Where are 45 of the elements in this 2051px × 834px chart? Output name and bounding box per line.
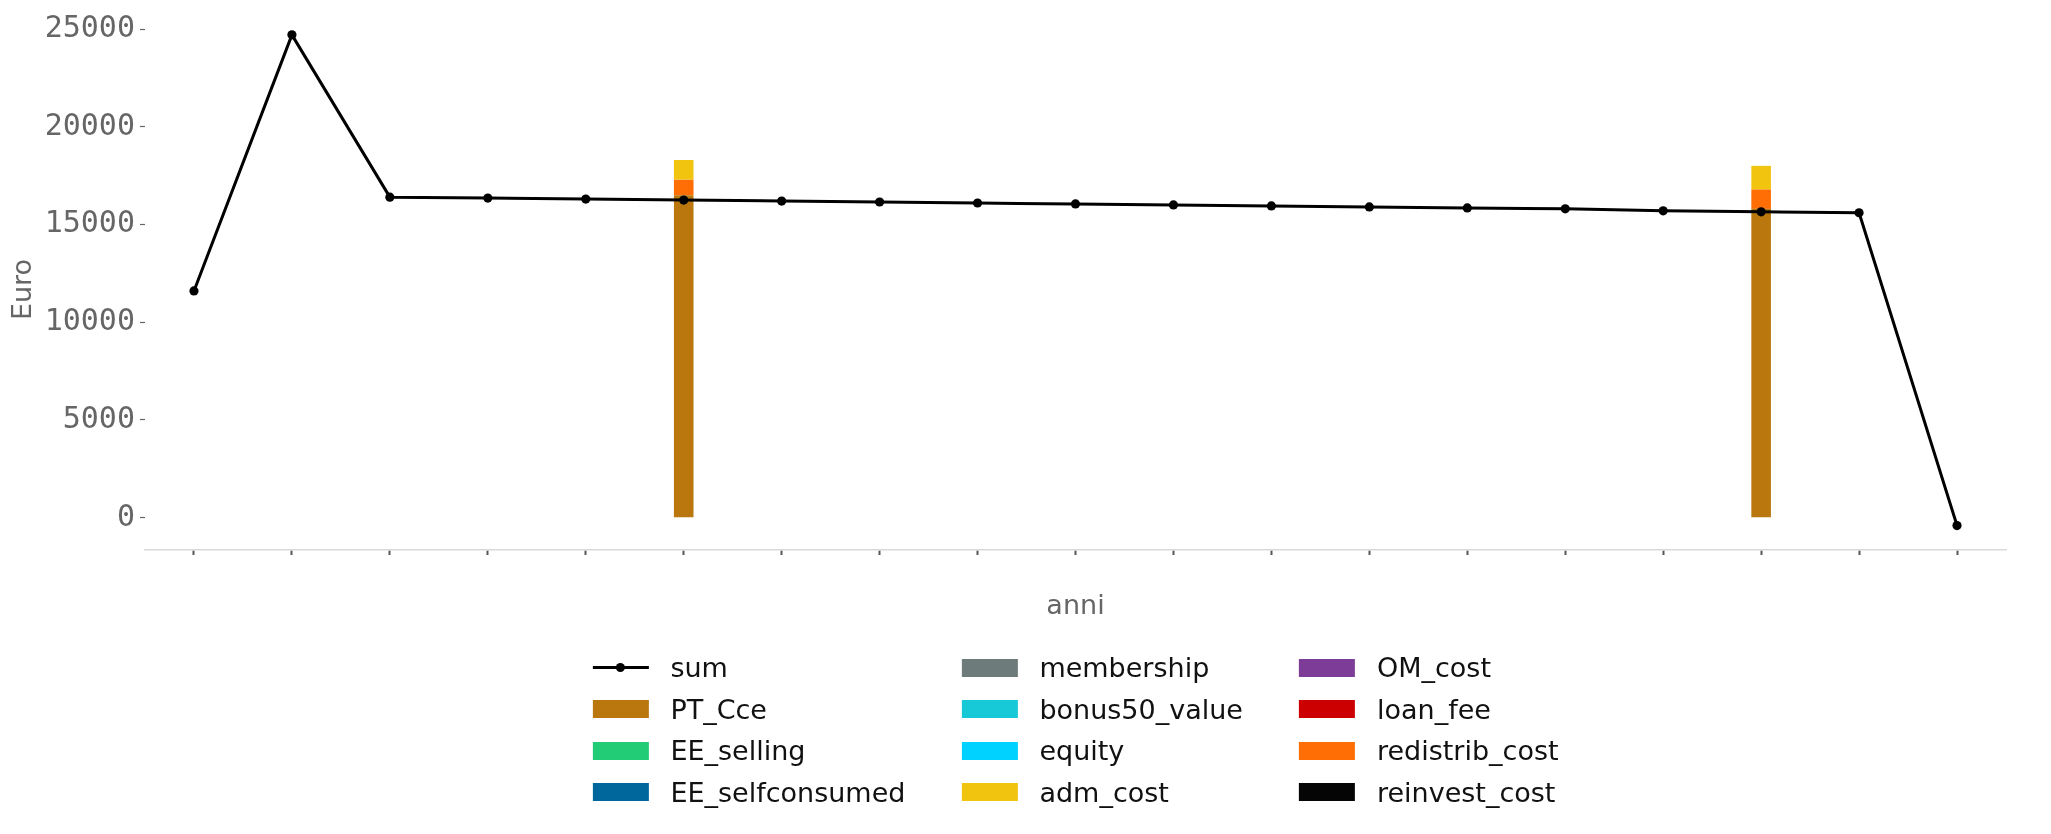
legend-label: bonus50_value (1039, 693, 1243, 725)
legend-label: redistrib_cost (1376, 735, 1559, 767)
bar (1751, 165, 1771, 190)
legend-label: adm_cost (1039, 776, 1169, 808)
point (189, 286, 199, 296)
y-axis-title: Euro (6, 258, 38, 321)
bar (673, 159, 694, 180)
y-tick-label: 10000 (44, 302, 135, 338)
point (1756, 207, 1766, 217)
y-tick-label: 5000 (62, 399, 135, 435)
point (1266, 201, 1276, 211)
point (1952, 520, 1962, 531)
legend-label: equity (1039, 735, 1125, 767)
legend-label: sum (670, 652, 728, 684)
legend-label: loan_fee (1376, 693, 1491, 725)
bar (673, 179, 694, 196)
legend-label: OM_cost (1376, 652, 1492, 684)
point (1070, 199, 1081, 209)
point (1658, 206, 1668, 216)
point (777, 196, 787, 206)
point (1364, 202, 1374, 212)
point (1560, 204, 1570, 214)
legend-label: membership (1039, 652, 1210, 684)
point (1168, 200, 1179, 210)
y-tick-label: 0 (116, 497, 135, 533)
x-axis-title: anni (1046, 588, 1105, 620)
point (581, 194, 591, 204)
point (287, 30, 297, 40)
legend-label: PT_Cce (670, 693, 767, 725)
bar (673, 195, 694, 518)
bar (1751, 189, 1771, 209)
bar (1751, 208, 1771, 518)
point (679, 195, 689, 205)
point (385, 192, 395, 202)
legend-label: EE_selling (670, 735, 806, 767)
point (875, 197, 885, 207)
y-tick-label: 15000 (44, 204, 135, 240)
legend-label: reinvest_cost (1376, 776, 1556, 808)
point (972, 198, 983, 208)
y-tick-label: 20000 (44, 106, 135, 142)
point (1854, 208, 1864, 218)
legend-label: EE_selfconsumed (670, 776, 906, 808)
point (483, 193, 493, 203)
point (1462, 203, 1472, 213)
y-tick-label: 25000 (44, 8, 135, 44)
